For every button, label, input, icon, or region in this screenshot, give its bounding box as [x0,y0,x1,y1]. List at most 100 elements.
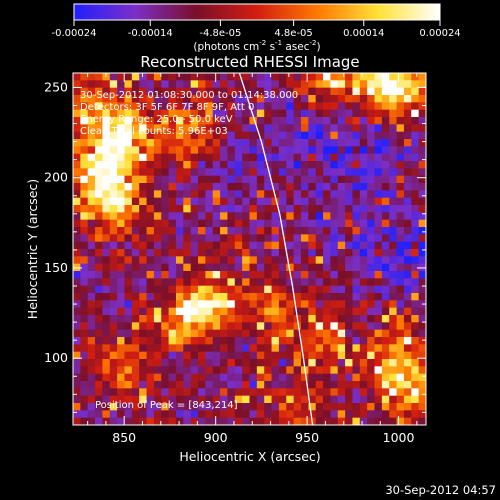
colorbar-tick-label: -0.00014 [128,28,173,39]
heatmap-cell [389,329,398,338]
heatmap-cell [190,117,199,125]
heatmap-cell [227,102,236,111]
heatmap-cell [212,322,221,331]
heatmap-cell [337,285,346,294]
heatmap-cell [367,102,376,111]
heatmap-cell [175,227,184,235]
heatmap-cell [286,249,295,257]
heatmap-cell [161,102,170,111]
heatmap-cell [418,322,426,331]
heatmap-cell [205,183,214,191]
heatmap-cell [220,183,229,191]
heatmap-cell [205,249,214,257]
heatmap-cell [234,388,243,397]
heatmap-cell [242,403,251,411]
heatmap-cell [264,329,273,338]
heatmap-cell [411,205,420,213]
heatmap-cell [337,322,346,331]
heatmap-cell [212,124,221,133]
heatmap-cell [271,381,280,389]
heatmap-cell [95,124,104,133]
heatmap-cell [198,410,206,419]
heatmap-cell [161,410,170,419]
heatmap-cell [73,109,81,118]
heatmap-cell [286,161,295,169]
heatmap-cell [212,307,221,316]
heatmap-cell [374,322,383,331]
heatmap-cell [286,351,295,360]
heatmap-cell [212,293,221,301]
heatmap-cell [418,344,426,353]
heatmap-cell [278,359,287,367]
heatmap-cell [293,153,302,162]
heatmap-cell [80,124,89,133]
heatmap-cell [271,366,280,375]
heatmap-cell [293,131,302,140]
heatmap-cell [396,131,405,140]
heatmap-cell [190,131,199,140]
heatmap-cell [381,175,390,184]
heatmap-cell [308,102,317,111]
heatmap-cell [278,256,287,265]
heatmap-cell [352,168,361,177]
heatmap-cell [102,263,111,272]
heatmap-cell [345,410,354,419]
heatmap-cell [286,131,295,140]
heatmap-cell [87,95,96,103]
heatmap-cell [87,146,96,155]
heatmap-cell [411,373,420,382]
heatmap-cell [264,190,273,199]
heatmap-cell [300,359,309,367]
heatmap-cell [293,373,302,382]
heatmap-cell [315,300,324,309]
heatmap-cell [198,109,206,118]
heatmap-cell [102,190,111,199]
heatmap-cell [418,183,426,191]
heatmap-cell [367,322,376,331]
heatmap-cell [271,315,280,323]
heatmap-cell [418,388,426,397]
heatmap-cell [124,285,133,294]
heatmap-cell [131,109,140,118]
heatmap-cell [352,249,361,257]
heatmap-cell [220,146,229,155]
heatmap-cell [264,124,273,133]
heatmap-cell [300,102,309,111]
heatmap-cell [337,329,346,338]
heatmap-cell [367,234,376,243]
heatmap-cell [337,366,346,375]
heatmap-cell [234,139,243,147]
heatmap-cell [183,87,192,96]
heatmap-cell [418,102,426,111]
heatmap-cell [73,183,81,191]
heatmap-cell [80,139,89,147]
heatmap-cell [411,234,420,243]
heatmap-cell [264,212,273,221]
heatmap-cell [352,227,361,235]
heatmap-cell [389,271,398,279]
heatmap-cell [234,87,243,96]
heatmap-cell [124,190,133,199]
heatmap-cell [205,381,214,389]
heatmap-cell [411,241,420,250]
heatmap-cell [168,366,177,375]
heatmap-cell [168,300,177,309]
heatmap-cell [256,219,265,228]
heatmap-cell [278,403,287,411]
heatmap-cell [256,234,265,243]
heatmap-cell [183,388,192,397]
heatmap-cell [293,205,302,213]
heatmap-cell [418,271,426,279]
heatmap-cell [337,139,346,147]
heatmap-cell [220,241,229,250]
heatmap-cell [271,359,280,367]
heatmap-cell [396,263,405,272]
heatmap-cell [117,80,126,89]
heatmap-cell [374,175,383,184]
heatmap-cell [323,285,331,294]
heatmap-cell [389,315,398,323]
heatmap-cell [198,190,206,199]
heatmap-cell [80,190,89,199]
heatmap-cell [95,183,104,191]
heatmap-cell [396,175,405,184]
